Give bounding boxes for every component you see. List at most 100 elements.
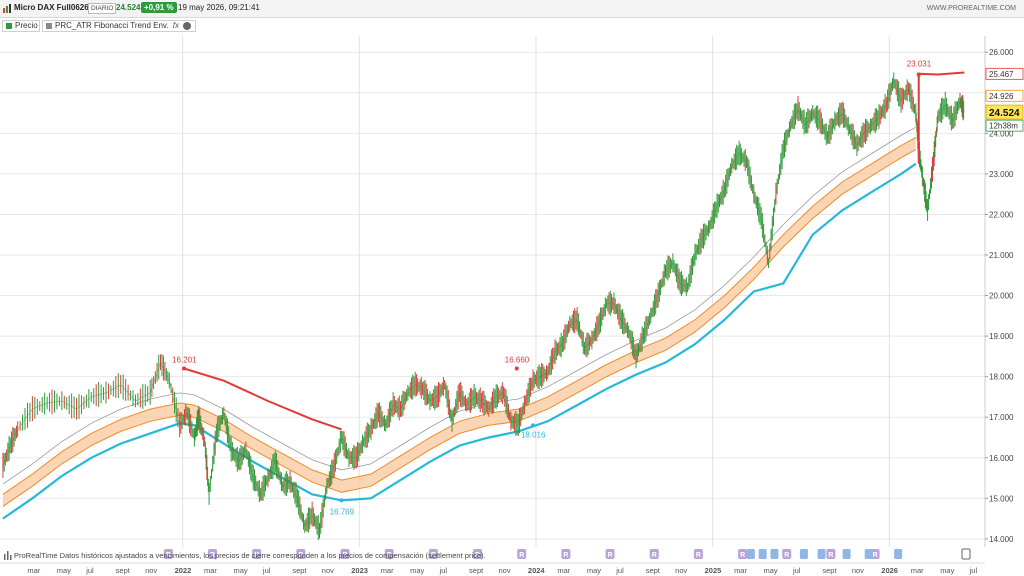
annotation-dot <box>182 366 187 371</box>
event-marker-label: R <box>652 552 657 559</box>
event-marker <box>649 549 659 559</box>
event-marker-label: R <box>873 552 878 559</box>
x-tick-label: may <box>940 566 954 575</box>
x-tick-label: jul <box>439 566 448 575</box>
last-price: 24.524 <box>116 3 141 12</box>
y-tick-label: 20.000 <box>989 292 1014 301</box>
watermark-subtitle: Fut. - EUREX Micro Futuro <box>6 53 162 68</box>
x-tick-label: nov <box>852 566 864 575</box>
y-tick-label: 14.000 <box>989 535 1014 544</box>
x-tick-label: sept <box>469 566 484 575</box>
event-marker-label: R <box>828 552 833 559</box>
y-tick-label: 23.000 <box>989 170 1014 179</box>
envelope-band <box>2 137 916 507</box>
event-marker <box>782 549 792 559</box>
x-tick-label: 2022 <box>175 566 192 575</box>
plot-area <box>0 36 985 547</box>
annotation-label: 16.769 <box>330 507 355 516</box>
event-marker-label: R <box>740 552 745 559</box>
x-tick-label: may <box>57 566 71 575</box>
tool-icon[interactable] <box>4 551 12 560</box>
brand-link[interactable]: WWW.PROREALTIME.COM <box>926 5 1016 12</box>
annotation-dot <box>530 423 535 428</box>
x-tick-label: mar <box>911 566 924 575</box>
event-marker <box>870 549 880 559</box>
annotation-label: 16.201 <box>172 356 197 365</box>
x-tick-label: jul <box>969 566 978 575</box>
info-icon <box>961 548 971 560</box>
calendar-icon <box>770 549 779 559</box>
x-tick-label: 2023 <box>351 566 368 575</box>
x-tick-label: 2024 <box>528 566 546 575</box>
y-tick-label: 15.000 <box>989 494 1014 503</box>
period-badge[interactable]: DIARIO <box>88 3 117 14</box>
instrument-name[interactable]: Micro DAX Full0626 <box>14 3 89 12</box>
event-marker-label: R <box>519 552 524 559</box>
envelope-upper-line <box>2 136 917 495</box>
watermark-title: Micro DAX Full0626 <box>6 36 122 51</box>
event-marker <box>693 549 703 559</box>
price-label-box <box>985 104 1024 120</box>
legend-indicator-label: PRC_ATR Fibonacci Trend Env. <box>55 21 169 30</box>
envelope-outer-line <box>2 126 916 485</box>
legend-item-indicator[interactable]: PRC_ATR Fibonacci Trend Env. fx <box>42 20 196 32</box>
price-color-swatch <box>6 23 12 29</box>
timestamp: 19 may 2026, 09:21:41 <box>178 3 260 12</box>
indicator-color-swatch <box>46 23 52 29</box>
x-tick-label: may <box>233 566 247 575</box>
x-tick-label: jul <box>792 566 801 575</box>
y-tick-label: 19.000 <box>989 332 1014 341</box>
x-tick-label: sept <box>116 566 131 575</box>
price-label: 25.467 <box>989 70 1014 79</box>
x-tick-label: jul <box>615 566 624 575</box>
y-tick-label: 22.000 <box>989 210 1014 219</box>
legend-item-price[interactable]: Precio <box>2 20 40 32</box>
resistance-line <box>183 367 342 431</box>
formula-icon[interactable]: fx <box>172 21 179 30</box>
y-tick-label: 18.000 <box>989 373 1014 382</box>
x-tick-label: jul <box>85 566 94 575</box>
x-tick-label: nov <box>145 566 157 575</box>
price-label: 12h38m <box>989 122 1018 131</box>
calendar-icon <box>894 549 903 559</box>
event-marker-label: R <box>696 552 701 559</box>
settings-icon[interactable] <box>183 22 191 30</box>
y-tick-label: 16.000 <box>989 454 1014 463</box>
y-tick-label: 25.000 <box>989 89 1014 98</box>
annotation-label: 18.016 <box>521 430 546 439</box>
top-bar: Micro DAX Full0626 DIARIO 24.524 +0,91 %… <box>0 0 1024 18</box>
annotation-label: 16.660 <box>505 356 530 365</box>
x-tick-label: nov <box>675 566 687 575</box>
x-tick-label: nov <box>498 566 510 575</box>
calendar-icon <box>817 549 826 559</box>
event-marker-label: R <box>608 552 613 559</box>
chart-logo-icon <box>3 4 11 13</box>
annotation-dot <box>339 498 344 503</box>
event-marker <box>517 549 527 559</box>
annotation-dot <box>514 366 519 371</box>
event-marker <box>826 549 836 559</box>
legend-price-label: Precio <box>15 21 38 30</box>
x-tick-label: sept <box>646 566 661 575</box>
event-marker <box>561 549 571 559</box>
x-tick-label: nov <box>322 566 334 575</box>
trend-support-line <box>2 162 917 520</box>
x-tick-label: may <box>764 566 778 575</box>
annotation-dot <box>916 72 921 77</box>
y-tick-label: 17.000 <box>989 413 1014 422</box>
annotation-label: 23.031 <box>907 60 932 69</box>
x-tick-label: 2026 <box>881 566 898 575</box>
y-tick-label: 21.000 <box>989 251 1014 260</box>
x-tick-label: mar <box>27 566 40 575</box>
price-label-box <box>985 119 1024 132</box>
x-tick-label: mar <box>381 566 394 575</box>
calendar-icon <box>799 549 808 559</box>
event-marker-label: R <box>784 552 789 559</box>
x-tick-label: sept <box>822 566 837 575</box>
change-badge: +0,91 % <box>141 2 177 13</box>
calendar-icon <box>864 549 873 559</box>
x-tick-label: may <box>587 566 601 575</box>
x-tick-label: mar <box>734 566 747 575</box>
envelope-lower-line <box>2 149 917 507</box>
